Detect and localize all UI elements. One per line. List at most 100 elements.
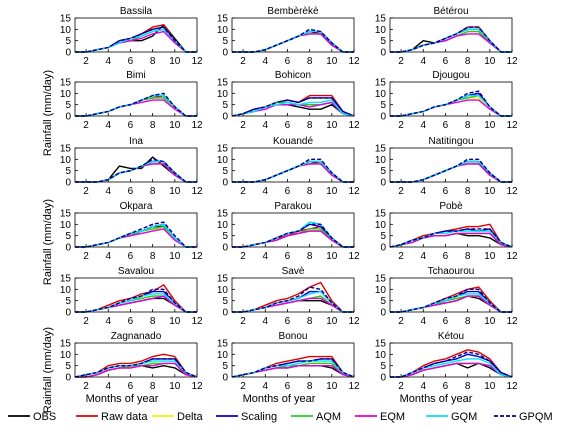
axes-box — [389, 277, 513, 313]
x-tick-label: 6 — [285, 120, 291, 131]
y-tick-label: 15 — [375, 144, 387, 155]
series-scaling — [75, 94, 197, 117]
series-eqm — [75, 30, 197, 53]
x-tick-label: 10 — [484, 251, 496, 262]
x-tick-label: 6 — [443, 381, 449, 392]
series-scaling — [390, 92, 512, 117]
series-obs — [232, 30, 354, 53]
series-gpqm — [231, 97, 355, 117]
series-raw-data — [390, 26, 512, 53]
y-tick-label: 15 — [375, 209, 387, 220]
x-tick-label: 8 — [150, 316, 156, 327]
y-tick-label: 15 — [217, 274, 229, 285]
y-tick-label: 5 — [380, 166, 386, 177]
y-tick-label: 15 — [375, 274, 387, 285]
panel-title: Kouandé — [273, 136, 313, 147]
x-tick-label: 6 — [443, 56, 449, 67]
y-tick-label: 15 — [375, 78, 387, 89]
x-tick-label: 6 — [128, 381, 134, 392]
y-tick-label: 15 — [60, 274, 72, 285]
x-tick-label: 10 — [169, 56, 181, 67]
series-eqm — [232, 33, 354, 53]
panel-title: Savalou — [118, 266, 154, 277]
x-tick-label: 10 — [326, 56, 338, 67]
x-tick-label: 10 — [484, 56, 496, 67]
y-tick-label: 0 — [65, 48, 71, 59]
y-tick-label: 0 — [222, 178, 228, 189]
x-tick-label: 10 — [326, 316, 338, 327]
x-tick-label: 2 — [398, 381, 404, 392]
series-gpqm — [232, 28, 354, 53]
axes-box — [231, 147, 355, 183]
y-tick-label: 0 — [222, 48, 228, 59]
series-gqm — [232, 160, 354, 183]
series-gqm — [75, 160, 197, 183]
y-tick-label: 0 — [222, 112, 228, 123]
y-tick-label: 0 — [380, 112, 386, 123]
y-tick-label: 15 — [375, 339, 387, 350]
series-gpqm — [75, 26, 197, 53]
x-tick-label: 2 — [83, 120, 89, 131]
y-tick-label: 5 — [65, 231, 71, 242]
y-tick-label: 15 — [60, 144, 72, 155]
x-tick-label: 2 — [398, 56, 404, 67]
panel-title: Bimi — [126, 70, 145, 81]
y-tick-label: 5 — [222, 231, 228, 242]
x-tick-label: 10 — [169, 251, 181, 262]
y-tick-label: 10 — [375, 25, 387, 36]
panel-title: Okpara — [120, 201, 153, 212]
series-delta — [390, 30, 512, 53]
series-aqm — [390, 163, 512, 183]
x-tick-label: 6 — [285, 316, 291, 327]
y-tick-label: 0 — [222, 243, 228, 254]
x-tick-label: 2 — [240, 186, 246, 197]
x-tick-label: 12 — [348, 316, 360, 327]
x-tick-label: 2 — [398, 316, 404, 327]
x-tick-label: 8 — [465, 251, 471, 262]
legend: OBS Raw data Delta Scaling AQM EQM GQM GPQM — [8, 411, 553, 423]
series-eqm — [232, 163, 354, 183]
y-tick-label: 15 — [60, 209, 72, 220]
y-tick-label: 10 — [375, 285, 387, 296]
series-gpqm — [231, 358, 355, 378]
x-tick-label: 12 — [191, 120, 203, 131]
y-tick-label: 15 — [60, 78, 72, 89]
x-tick-label: 8 — [307, 381, 313, 392]
series-scaling — [75, 223, 197, 248]
axes-box — [74, 212, 198, 248]
series-aqm — [75, 97, 197, 117]
legend-item-scaling: Scaling — [216, 411, 277, 423]
y-tick-label: 10 — [60, 25, 72, 36]
y-tick-label: 5 — [222, 296, 228, 307]
legend-label: EQM — [380, 411, 405, 423]
x-tick-label: 4 — [262, 186, 268, 197]
legend-item-gqm: GQM — [426, 411, 477, 423]
y-tick-label: 5 — [222, 100, 228, 111]
legend-label: Delta — [177, 411, 204, 423]
x-tick-label: 10 — [169, 381, 181, 392]
x-tick-label: 8 — [465, 120, 471, 131]
x-tick-label: 6 — [285, 381, 291, 392]
x-tick-label: 8 — [307, 186, 313, 197]
y-axis-label-lower: Rainfall (mm/day) — [42, 327, 54, 413]
y-tick-label: 0 — [380, 48, 386, 59]
series-delta — [390, 163, 512, 183]
legend-item-gpqm: GPQM — [494, 411, 553, 423]
series-obs — [75, 225, 197, 248]
y-tick-label: 15 — [375, 14, 387, 25]
legend-label: Scaling — [241, 411, 277, 423]
x-tick-label: 12 — [506, 120, 518, 131]
x-tick-label: 12 — [506, 56, 518, 67]
x-tick-label: 6 — [443, 186, 449, 197]
series-gpqm — [75, 288, 197, 313]
x-tick-label: 10 — [484, 316, 496, 327]
series-gpqm — [232, 286, 354, 313]
series-raw-data — [390, 92, 512, 117]
series-raw-data — [232, 160, 354, 183]
